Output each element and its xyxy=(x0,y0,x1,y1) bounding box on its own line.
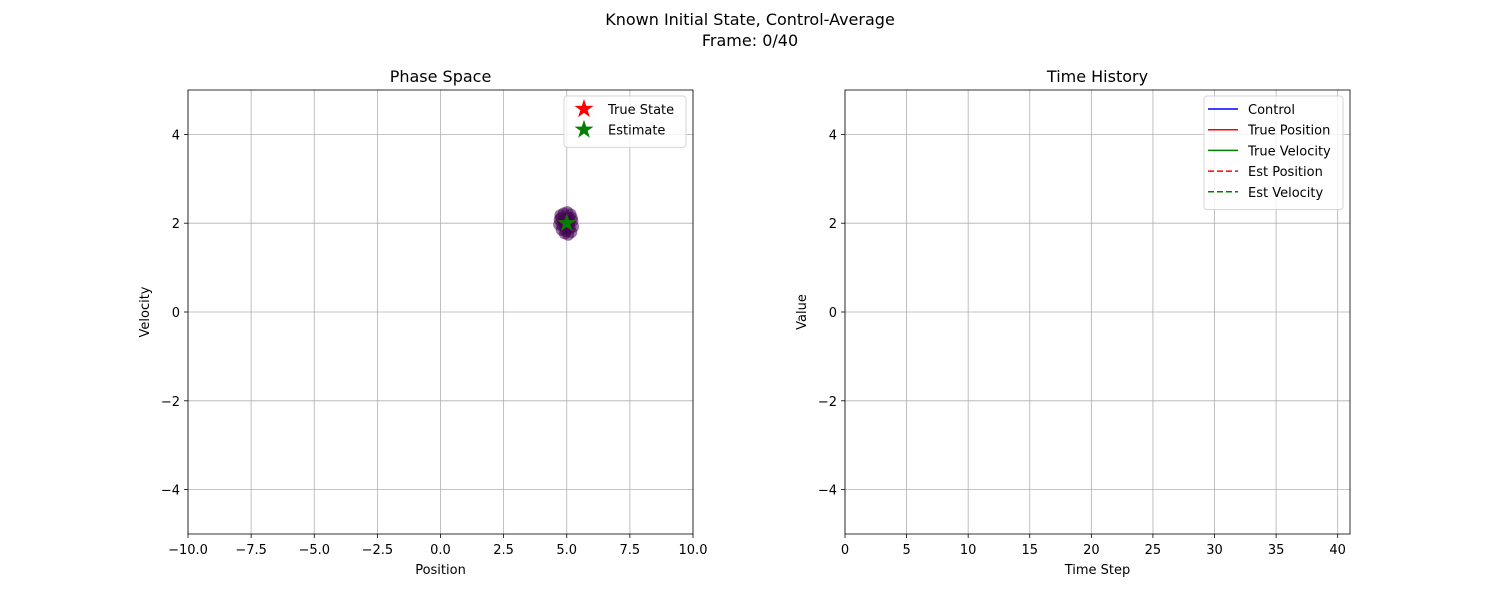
ax2-title: Time History xyxy=(1046,67,1148,86)
ax1-y-tick-label: 2 xyxy=(172,217,180,232)
ax1-y-tick-label: 4 xyxy=(172,128,180,143)
ax2-x-tick-label: 35 xyxy=(1268,543,1285,558)
ax1-x-tick-label: 5.0 xyxy=(556,543,577,558)
ax1-legend-star-marker xyxy=(574,99,594,118)
ax2-legend-label: True Velocity xyxy=(1247,144,1331,159)
ax2-y-tick-label: −4 xyxy=(818,484,837,499)
ax1-x-tick-label: −5.0 xyxy=(298,543,330,558)
ax2-legend-label: True Position xyxy=(1247,124,1330,139)
ax2-y-tick-label: 4 xyxy=(829,128,837,143)
ax1-x-tick-label: −2.5 xyxy=(362,543,394,558)
ax2-x-tick-label: 15 xyxy=(1021,543,1038,558)
ax2-legend-box xyxy=(1203,95,1344,210)
ax2-x-tick-label: 20 xyxy=(1083,543,1100,558)
ax1-x-tick-label: −7.5 xyxy=(235,543,267,558)
ax1-legend-box xyxy=(563,95,687,148)
ax1-title: Phase Space xyxy=(390,67,492,86)
ax2-x-tick-label: 0 xyxy=(841,543,849,558)
ax1-series-1-star-marker xyxy=(557,213,577,232)
ax2-y-tick-label: 0 xyxy=(829,306,837,321)
ax1-x-tick-label: −10.0 xyxy=(168,543,208,558)
ax2-x-tick-label: 40 xyxy=(1329,543,1346,558)
ax2-x-tick-label: 30 xyxy=(1206,543,1223,558)
ax2-frame xyxy=(844,89,1351,535)
ax1-legend-label: Estimate xyxy=(608,124,665,139)
ax2-x-tick-label: 25 xyxy=(1145,543,1162,558)
ax1-y-tick-label: 0 xyxy=(172,306,180,321)
ax2-x-tick-label: 5 xyxy=(902,543,910,558)
ax1-x-tick-label: 2.5 xyxy=(493,543,514,558)
ax1-x-tick-label: 10.0 xyxy=(679,543,708,558)
ax1-y-tick-label: −4 xyxy=(161,484,180,499)
ax1-y-tick-label: −2 xyxy=(161,395,180,410)
ax2-legend-label: Est Velocity xyxy=(1248,186,1324,201)
ax1-y-axis-label: Velocity xyxy=(138,286,153,337)
ax2-x-tick-label: 10 xyxy=(960,543,977,558)
ax1-legend-label: True State xyxy=(607,103,674,118)
ax2-legend-label: Control xyxy=(1248,103,1295,118)
ax2-y-axis-label: Value xyxy=(795,294,810,330)
ax1-legend-star-marker xyxy=(574,119,594,138)
ax1-x-tick-label: 7.5 xyxy=(620,543,641,558)
ax2-y-tick-label: −2 xyxy=(818,395,837,410)
ax1-x-tick-label: 0.0 xyxy=(430,543,451,558)
ax1-x-axis-label: Position xyxy=(415,563,466,578)
ax2-x-axis-label: Time Step xyxy=(1064,563,1131,578)
figure-title-line1: Known Initial State, Control-Average xyxy=(605,10,895,29)
ax2-y-tick-label: 2 xyxy=(829,217,837,232)
ax1-frame xyxy=(187,89,694,535)
figure-title-line2: Frame: 0/40 xyxy=(701,31,799,50)
ax2-legend-label: Est Position xyxy=(1248,165,1323,180)
